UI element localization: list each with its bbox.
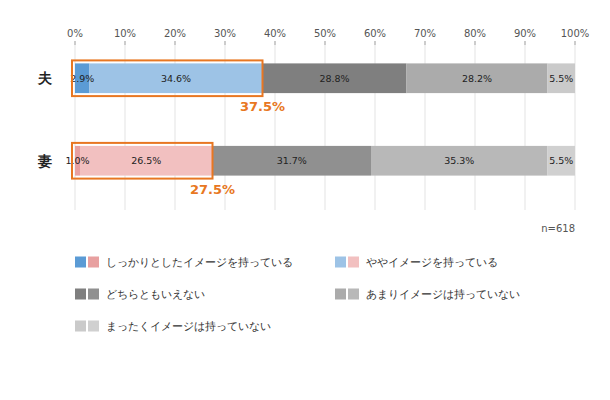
highlight-label: 27.5% (190, 182, 235, 197)
legend-swatch (335, 257, 346, 268)
tick-mark (275, 41, 276, 45)
legend-label: どちらともいえない (106, 288, 205, 301)
legend-swatch (75, 257, 86, 268)
legend-swatch (335, 289, 346, 300)
bar (407, 63, 548, 93)
legend-swatch (88, 321, 99, 332)
tick-label: 50% (314, 28, 336, 39)
tick-mark (175, 41, 176, 45)
tick-label: 30% (214, 28, 236, 39)
legend-swatch (88, 257, 99, 268)
data-labels: 2.9% 34.6% 28.8% 28.2% 5.5% 1.0% 26.5% 31.7% 35.… (65, 73, 573, 167)
data-label: 5.5% (549, 73, 573, 84)
tick-mark (325, 41, 326, 45)
legend-label: しっかりとしたイメージを持っている (106, 256, 293, 269)
category-label: 夫 (37, 70, 53, 86)
legend-swatch (348, 257, 359, 268)
legend-swatch (75, 321, 86, 332)
legend-label: ややイメージを持っている (366, 256, 498, 269)
legend-swatch (348, 289, 359, 300)
category-label: 妻 (37, 153, 52, 169)
chart: 0% 10% 20% 30% 40% 50% 60% 70% 80% 90% 100% 2.9% 34.… (0, 0, 610, 400)
highlight-box (72, 143, 213, 179)
bar (371, 146, 548, 176)
data-label: 34.6% (161, 73, 191, 84)
tick-mark (375, 41, 376, 45)
tick-label: 0% (67, 28, 83, 39)
grid: 0% 10% 20% 30% 40% 50% 60% 70% 80% 90% 100% (67, 28, 589, 210)
data-label: 35.3% (444, 155, 474, 166)
data-label: 28.2% (462, 73, 492, 84)
tick-label: 10% (114, 28, 136, 39)
tick-label: 60% (364, 28, 386, 39)
tick-label: 80% (464, 28, 486, 39)
tick-mark (425, 41, 426, 45)
bar (263, 63, 407, 93)
legend: しっかりとしたイメージを持っている ややイメージを持っているどちらともいえない あま… (75, 256, 520, 333)
data-label: 26.5% (131, 155, 161, 166)
tick-mark (525, 41, 526, 45)
data-label: 1.0% (65, 155, 89, 166)
tick-mark (125, 41, 126, 45)
bar (90, 63, 263, 93)
bar (213, 146, 372, 176)
bar (80, 146, 213, 176)
bar (548, 146, 576, 176)
tick-mark (575, 41, 576, 45)
tick-label: 90% (514, 28, 536, 39)
tick-mark (75, 41, 76, 45)
tick-label: 40% (264, 28, 286, 39)
tick-label: 20% (164, 28, 186, 39)
legend-swatch (88, 289, 99, 300)
note: n=618 (541, 223, 575, 234)
bars (75, 63, 575, 175)
tick-label: 100% (561, 28, 590, 39)
highlight-box (72, 60, 263, 96)
tick-label: 70% (414, 28, 436, 39)
data-label: 2.9% (70, 73, 94, 84)
tick-mark (475, 41, 476, 45)
highlight-label: 37.5% (240, 99, 285, 114)
legend-label: あまりイメージは持っていない (366, 288, 520, 301)
bar (548, 63, 576, 93)
annotations: 37.5% 27.5% n=618 (72, 60, 575, 234)
legend-swatch (75, 289, 86, 300)
data-label: 5.5% (549, 155, 573, 166)
tick-mark (225, 41, 226, 45)
legend-label: まったくイメージは持っていない (106, 320, 271, 333)
data-label: 28.8% (319, 73, 349, 84)
data-label: 31.7% (277, 155, 307, 166)
